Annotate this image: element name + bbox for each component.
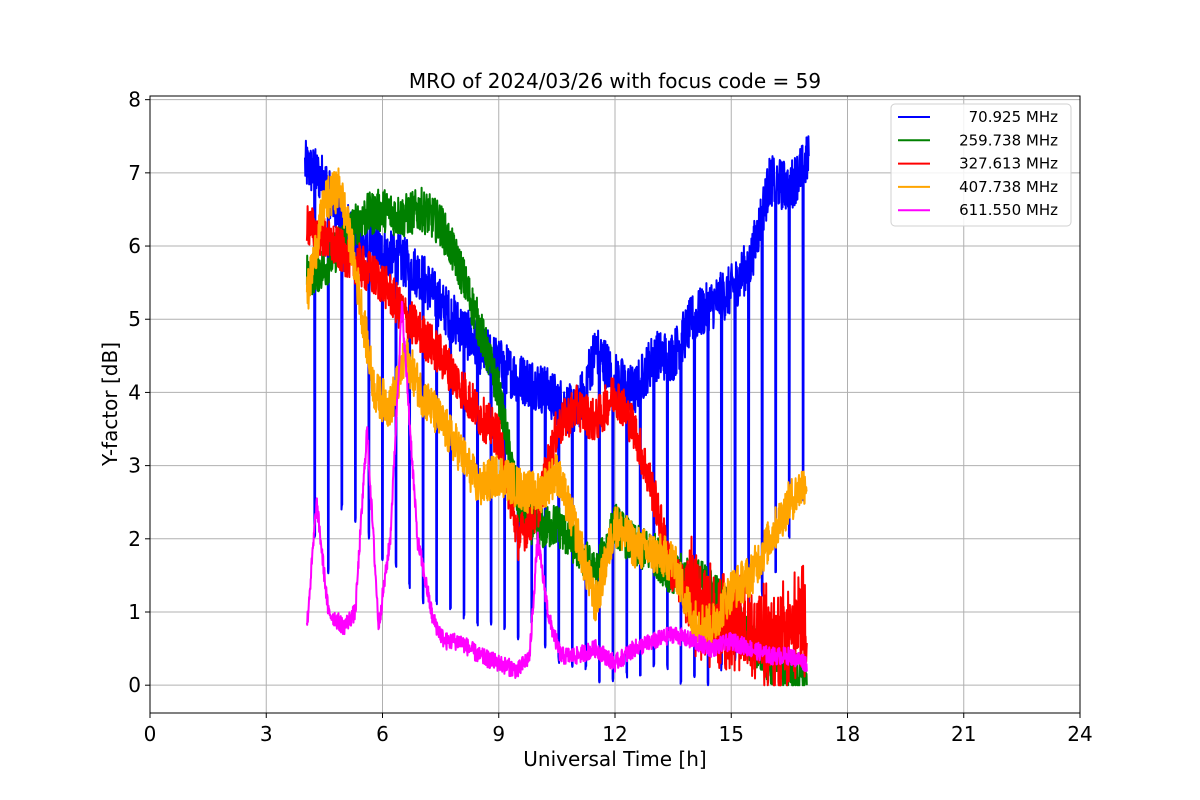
x-tick-label: 3 <box>260 722 273 746</box>
x-tick-label: 24 <box>1067 722 1092 746</box>
x-tick-label: 0 <box>144 722 157 746</box>
x-tick-label: 21 <box>951 722 976 746</box>
y-tick-label: 2 <box>128 527 141 551</box>
legend-label: 611.550 MHz <box>959 201 1058 219</box>
x-tick-label: 15 <box>719 722 744 746</box>
y-tick-label: 7 <box>128 161 141 185</box>
y-tick-label: 0 <box>128 673 141 697</box>
legend-label: 407.738 MHz <box>959 178 1058 196</box>
y-tick-label: 5 <box>128 307 141 331</box>
legend-label: 327.613 MHz <box>959 155 1058 173</box>
legend-label: 259.738 MHz <box>959 131 1058 149</box>
legend-box <box>890 103 1072 227</box>
y-axis-label: Y-factor [dB] <box>98 342 122 467</box>
legend: 70.925 MHz 259.738 MHz 327.613 MHz 407.738 … <box>890 103 1072 227</box>
series-line <box>305 300 808 679</box>
x-tick-label: 9 <box>492 722 505 746</box>
x-tick-label: 18 <box>835 722 860 746</box>
x-tick-label: 12 <box>602 722 627 746</box>
series-line <box>305 167 808 647</box>
y-tick-label: 4 <box>128 380 141 404</box>
y-tick-label: 6 <box>128 234 141 258</box>
y-tick-label: 8 <box>128 88 141 112</box>
series-layer <box>304 135 810 687</box>
x-axis-label: Universal Time [h] <box>523 747 706 771</box>
y-tick-label: 1 <box>128 600 141 624</box>
x-tick-label: 6 <box>376 722 389 746</box>
legend-label: 70.925 MHz <box>969 108 1058 126</box>
series-line <box>305 205 808 687</box>
series-line <box>304 135 810 687</box>
chart-title: MRO of 2024/03/26 with focus code = 59 <box>409 69 821 93</box>
y-tick-label: 3 <box>128 454 141 478</box>
